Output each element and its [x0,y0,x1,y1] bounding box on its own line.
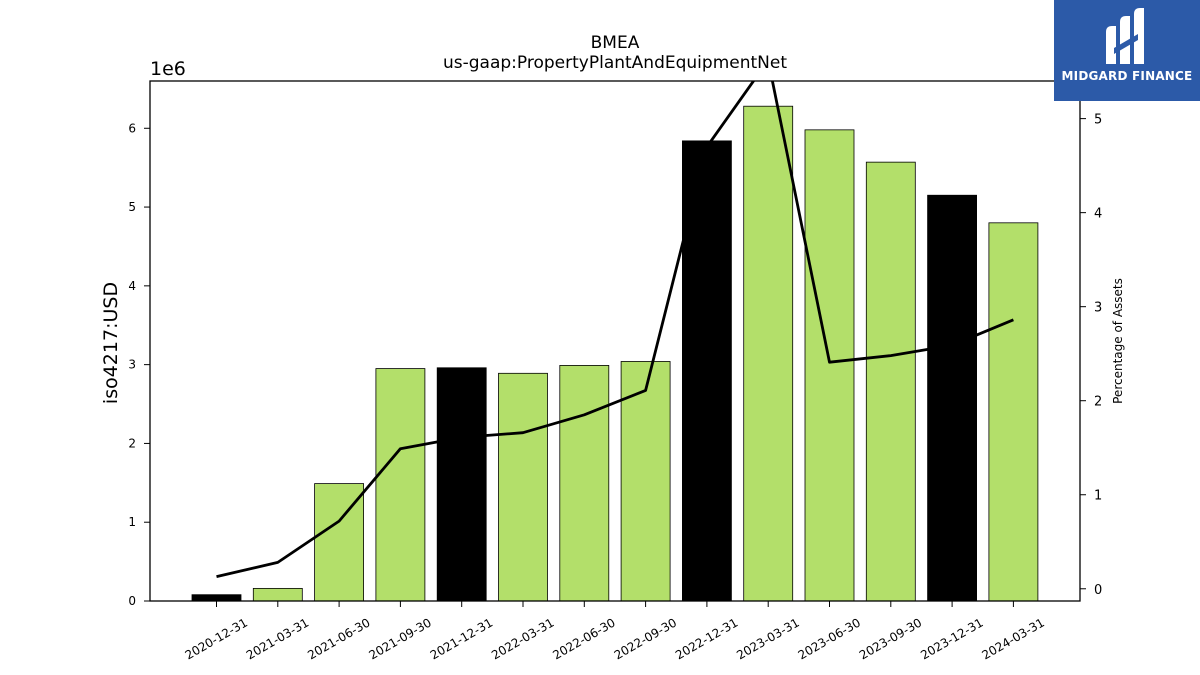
y2-tick-label: 4 [1094,207,1102,222]
y2-tick-label: 0 [1094,583,1102,598]
bar [498,372,548,602]
logo-mark-icon [1106,8,1144,64]
bar [375,368,426,602]
y2-tick-label: 2 [1094,395,1102,410]
bar [865,161,916,602]
logo: MIDGARD FINANCE [1054,0,1200,101]
y2-tick-label: 1 [1094,489,1102,504]
x-tick-label: 2024-03-31 [979,615,1046,662]
x-tick-label: 2023-03-31 [734,615,801,662]
x-tick-label: 2022-06-30 [550,615,617,662]
line-group [216,81,1014,578]
y2-tick-label: 5 [1094,113,1102,128]
x-tick-label: 2020-12-31 [183,615,250,662]
y-tick-label: 6 [128,121,136,135]
x-tick-label: 2021-09-30 [366,615,433,662]
y-tick-label: 4 [128,279,136,293]
bar [191,594,242,602]
x-tick-label: 2021-12-31 [428,615,495,662]
bar [682,140,732,602]
x-tick-label: 2023-06-30 [796,615,863,662]
chart-subtitle: us-gaap:PropertyPlantAndEquipmentNet [443,53,787,73]
y-tick-label: 0 [128,594,136,608]
y2-tick-label: 3 [1094,301,1102,316]
bars-group [191,105,1039,602]
y2-axis-label: Percentage of Assets [1111,278,1125,404]
y-tick-label: 1 [128,515,136,529]
series-line [216,81,1014,578]
y-tick-label: 3 [128,358,136,372]
x-tick-label: 2022-03-31 [489,615,556,662]
x-tick-label: 2023-09-30 [857,615,924,662]
x-tick-label: 2022-09-30 [612,615,679,662]
bar [927,194,977,602]
y-axis-offset-label: 1e6 [150,58,186,80]
y-tick-label: 2 [128,436,136,450]
x-tick-label: 2022-12-31 [673,615,740,662]
y-axis-label: iso4217:USD [100,282,122,404]
bar [743,105,794,602]
chart-title: BMEA [591,33,640,53]
x-tick-label: 2023-12-31 [918,615,985,662]
bar [252,587,303,602]
y-tick-label: 5 [128,200,136,214]
plot-frame [149,80,1081,602]
bar [988,222,1039,602]
bar [436,367,487,602]
bar [804,129,855,602]
bar [559,365,610,602]
bar [620,361,671,602]
x-tick-label: 2021-06-30 [305,615,372,662]
x-tick-label: 2021-03-31 [244,615,311,662]
logo-text: MIDGARD FINANCE [1061,69,1193,83]
